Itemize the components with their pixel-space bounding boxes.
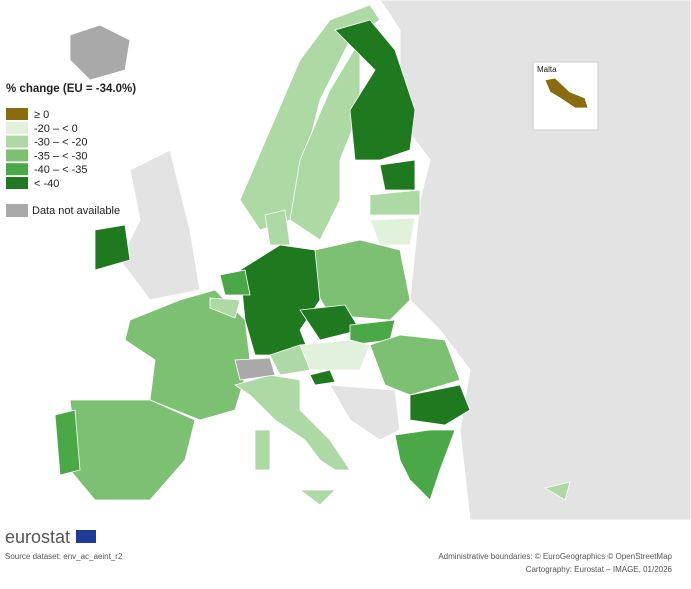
legend-swatch: [6, 149, 28, 162]
legend-label: < -40: [34, 178, 59, 190]
country: [264, 209, 291, 246]
country: [69, 399, 196, 501]
country: [94, 224, 131, 271]
country: [234, 374, 351, 471]
eu-flag: [76, 530, 96, 543]
country: [299, 339, 371, 371]
boundaries: Administrative boundaries: © EuroGeograp…: [438, 552, 672, 561]
legend-label: -35 – < -30: [34, 150, 88, 162]
country: [409, 384, 471, 426]
legend-title: % change (EU = -34.0%): [6, 83, 136, 95]
legend-swatch: [6, 177, 28, 189]
country: [54, 409, 81, 476]
legend-label: Data not available: [32, 205, 120, 217]
country: [369, 189, 421, 216]
country: [394, 429, 456, 501]
legend-label: -30 – < -20: [34, 137, 88, 149]
country: [69, 24, 131, 81]
inset-label: Malta: [537, 65, 557, 74]
country: [219, 269, 251, 296]
footer: eurostat Source dataset: env_ac_aeint_r2…: [5, 527, 673, 574]
country: [269, 344, 311, 376]
cartography: Cartography: Eurostat – IMAGE, 01/2026: [526, 565, 673, 574]
legend-swatch: [6, 135, 28, 148]
non-eu-land: [119, 0, 691, 521]
legend-label: -40 – < -35: [34, 164, 88, 176]
legend-swatch: [6, 108, 28, 120]
legend-label: -20 – < 0: [34, 123, 78, 135]
source: Source dataset: env_ac_aeint_r2: [5, 552, 123, 561]
country: [544, 77, 589, 109]
countries: [54, 4, 571, 506]
legend-swatch: [6, 121, 28, 134]
country: [254, 429, 271, 471]
country: [369, 217, 416, 246]
legend-swatch: [6, 163, 28, 176]
country: [543, 481, 571, 501]
country: [234, 357, 276, 381]
country: [334, 19, 416, 161]
country: [309, 369, 336, 386]
legend: % change (EU = -34.0%) ≥ 0 -20 – < 0 -30 –…: [6, 83, 136, 217]
legend-swatch: [6, 204, 28, 217]
country: [379, 159, 416, 191]
country: [239, 244, 321, 356]
logo: eurostat: [5, 527, 70, 547]
country: [209, 297, 241, 319]
malta-inset: Malta: [532, 61, 599, 131]
legend-label: ≥ 0: [34, 109, 49, 121]
country: [298, 489, 336, 506]
country: [369, 334, 461, 396]
country: [124, 289, 251, 421]
